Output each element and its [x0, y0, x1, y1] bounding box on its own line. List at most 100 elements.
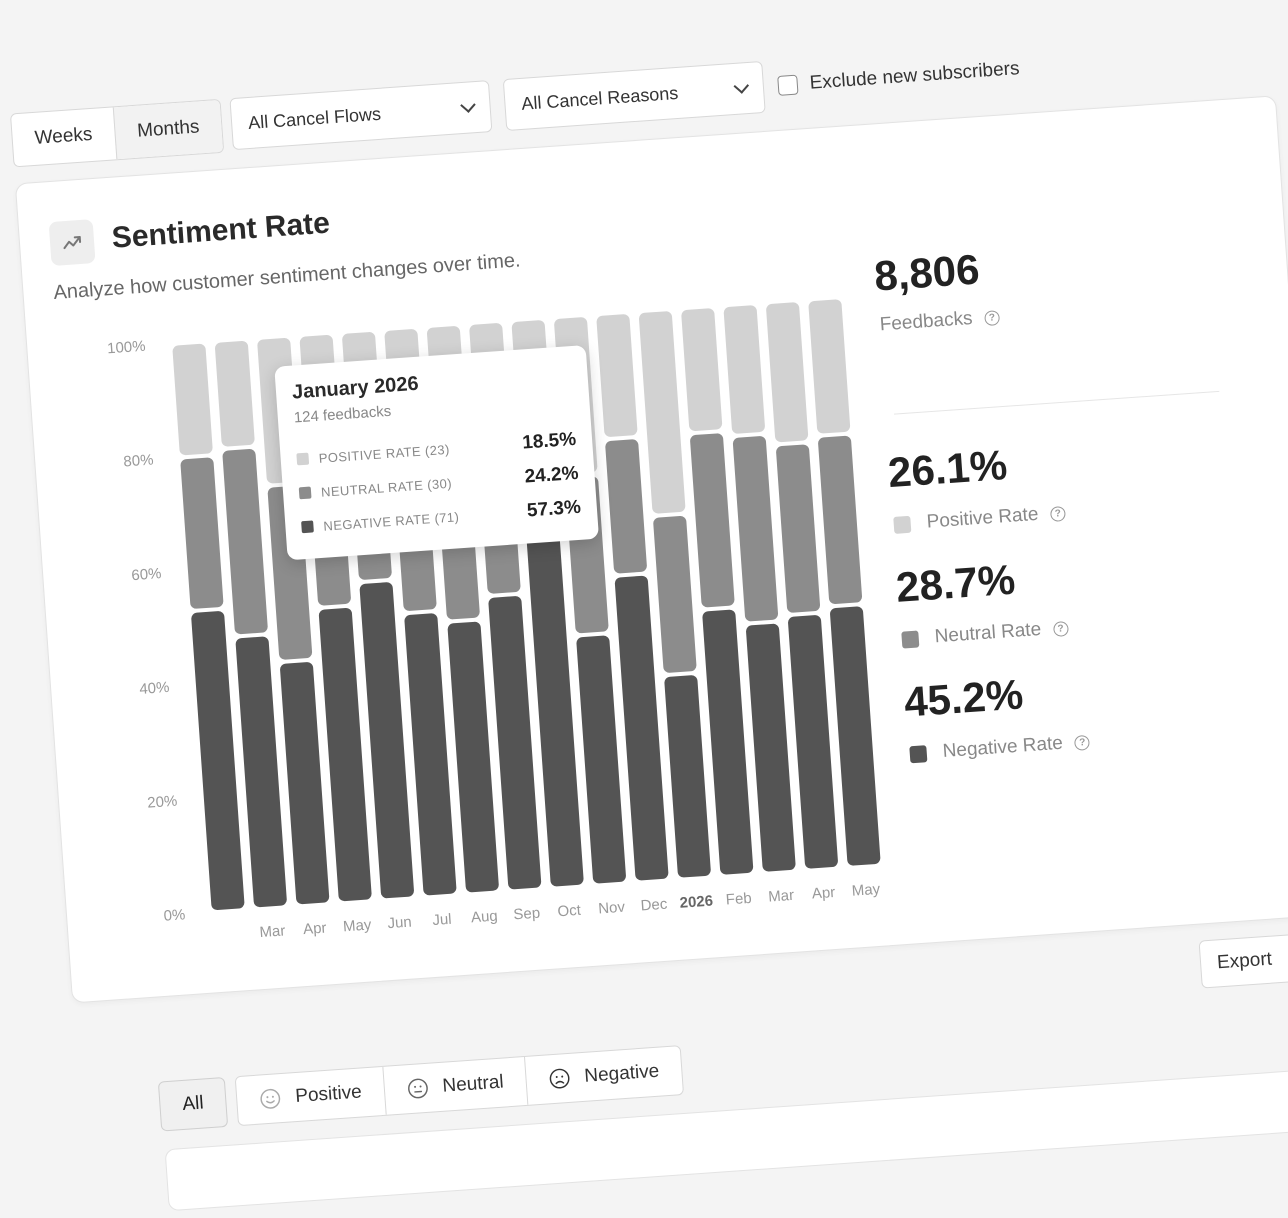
stats-divider — [894, 391, 1219, 415]
bar-segment-positive-rate[interactable] — [723, 305, 765, 434]
negative-swatch — [301, 520, 314, 533]
help-icon[interactable]: ? — [984, 310, 1000, 326]
x-tick-label: Mar — [768, 887, 795, 906]
sentiment-rate-card: Sentiment Rate Analyze how customer sent… — [15, 95, 1288, 1003]
cancel-reasons-label: All Cancel Reasons — [521, 82, 679, 114]
cancel-flows-dropdown[interactable]: All Cancel Flows — [229, 80, 492, 150]
frown-icon — [548, 1067, 571, 1090]
y-tick-label: 40% — [139, 679, 170, 698]
tab-negative[interactable]: Negative — [524, 1046, 683, 1105]
negative-rate-label-row: Negative Rate ? — [909, 731, 1091, 766]
bar-segment-negative-rate[interactable] — [318, 608, 371, 902]
bar-segment-neutral-rate[interactable] — [818, 436, 863, 605]
bar-segment-positive-rate[interactable] — [681, 308, 723, 431]
tooltip-title: January 2026 — [291, 373, 419, 405]
tab-positive[interactable]: Positive — [236, 1067, 386, 1125]
bar-segment-neutral-rate[interactable] — [653, 516, 697, 674]
bar-segment-negative-rate[interactable] — [702, 609, 753, 875]
bar-segment-negative-rate[interactable] — [830, 606, 881, 866]
x-tick-label: Apr — [303, 920, 327, 939]
y-tick-label: 0% — [163, 906, 186, 924]
bar-segment-positive-rate[interactable] — [172, 344, 213, 456]
x-tick-label: Feb — [725, 890, 752, 909]
help-icon[interactable]: ? — [1050, 505, 1066, 521]
bar-segment-neutral-rate[interactable] — [605, 439, 647, 574]
export-dropdown[interactable]: Export — [1199, 931, 1288, 989]
neutral-face-icon — [406, 1077, 429, 1100]
x-tick-label: Mar — [259, 922, 286, 941]
negative-rate-label: Negative Rate — [942, 733, 1064, 763]
tooltip-label: NEUTRAL RATE (30) — [321, 470, 526, 499]
negative-rate-value: 45.2% — [903, 670, 1025, 726]
positive-rate-value: 26.1% — [886, 441, 1008, 497]
weeks-tab[interactable]: Weeks — [11, 107, 116, 166]
x-tick-label: Apr — [811, 884, 835, 903]
smile-icon — [259, 1087, 282, 1110]
neutral-rate-label: Neutral Rate — [934, 619, 1042, 648]
bar-segment-neutral-rate[interactable] — [733, 436, 779, 622]
positive-rate-label-row: Positive Rate ? — [893, 502, 1066, 536]
y-tick-label: 20% — [147, 793, 178, 812]
bar-segment-negative-rate[interactable] — [788, 615, 839, 869]
bar-segment-negative-rate[interactable] — [488, 596, 541, 890]
export-label: Export — [1216, 949, 1272, 975]
tab-positive-label: Positive — [295, 1081, 363, 1108]
y-tick-label: 60% — [131, 565, 162, 584]
tooltip-value: 24.2% — [524, 463, 579, 489]
cancel-flows-label: All Cancel Flows — [247, 103, 381, 133]
bar-segment-positive-rate[interactable] — [596, 314, 638, 437]
positive-rate-label: Positive Rate — [926, 504, 1039, 534]
tooltip-value: 57.3% — [526, 497, 581, 523]
months-tab[interactable]: Months — [113, 100, 224, 159]
feedbacks-value: 8,806 — [873, 245, 981, 300]
bar-segment-positive-rate[interactable] — [639, 311, 686, 514]
x-tick-label: Oct — [557, 902, 582, 921]
bar-segment-negative-rate[interactable] — [576, 635, 626, 884]
bar-segment-negative-rate[interactable] — [404, 613, 457, 896]
help-icon[interactable]: ? — [1074, 734, 1090, 750]
chart-tooltip: January 2026 124 feedbacks POSITIVE RATE… — [274, 345, 599, 560]
card-subtitle: Analyze how customer sentiment changes o… — [53, 249, 521, 305]
exclude-checkbox[interactable] — [777, 75, 798, 96]
bar-segment-positive-rate[interactable] — [215, 341, 255, 447]
tab-all[interactable]: All — [158, 1077, 228, 1132]
x-tick-label: May — [851, 881, 881, 900]
card-title: Sentiment Rate — [111, 207, 331, 256]
help-icon[interactable]: ? — [1053, 621, 1069, 637]
bar-segment-neutral-rate[interactable] — [180, 457, 224, 609]
bar-segment-negative-rate[interactable] — [664, 675, 711, 878]
neutral-swatch — [901, 630, 919, 648]
period-toggle: Weeks Months — [10, 99, 224, 168]
x-tick-label: Sep — [513, 905, 541, 924]
x-tick-label: Dec — [640, 896, 668, 915]
bar-segment-neutral-rate[interactable] — [776, 444, 821, 613]
x-tick-label: Nov — [598, 899, 626, 918]
bar-segment-negative-rate[interactable] — [235, 636, 287, 907]
exclude-new-subscribers[interactable]: Exclude new subscribers — [776, 43, 1021, 112]
x-tick-label: Jun — [387, 914, 412, 933]
neutral-rate-label-row: Neutral Rate ? — [901, 617, 1069, 651]
tab-neutral-label: Neutral — [442, 1072, 505, 1098]
cancel-reasons-dropdown[interactable]: All Cancel Reasons — [503, 61, 766, 131]
tooltip-label: POSITIVE RATE (23) — [318, 436, 523, 465]
positive-swatch — [296, 453, 309, 466]
x-tick-label: Jul — [432, 911, 452, 929]
feedbacks-label: Feedbacks — [879, 308, 973, 336]
chevron-down-icon — [460, 97, 476, 113]
trending-up-icon — [49, 219, 96, 266]
tab-negative-label: Negative — [584, 1061, 660, 1088]
bar-segment-negative-rate[interactable] — [280, 662, 330, 905]
tooltip-subtitle: 124 feedbacks — [293, 403, 392, 427]
bar-segment-positive-rate[interactable] — [766, 302, 809, 442]
tab-neutral[interactable]: Neutral — [382, 1057, 527, 1115]
tooltip-label: NEGATIVE RATE (71) — [323, 504, 528, 533]
bar-segment-neutral-rate[interactable] — [222, 449, 268, 635]
neutral-swatch — [299, 487, 312, 500]
chevron-down-icon — [734, 78, 750, 94]
bar-segment-negative-rate[interactable] — [447, 621, 499, 892]
tooltip-value: 18.5% — [522, 429, 577, 455]
bar-segment-positive-rate[interactable] — [808, 299, 850, 434]
feedbacks-label-row: Feedbacks ? — [879, 306, 1000, 336]
bar-segment-neutral-rate[interactable] — [690, 433, 735, 608]
bar-segment-negative-rate[interactable] — [746, 623, 796, 872]
